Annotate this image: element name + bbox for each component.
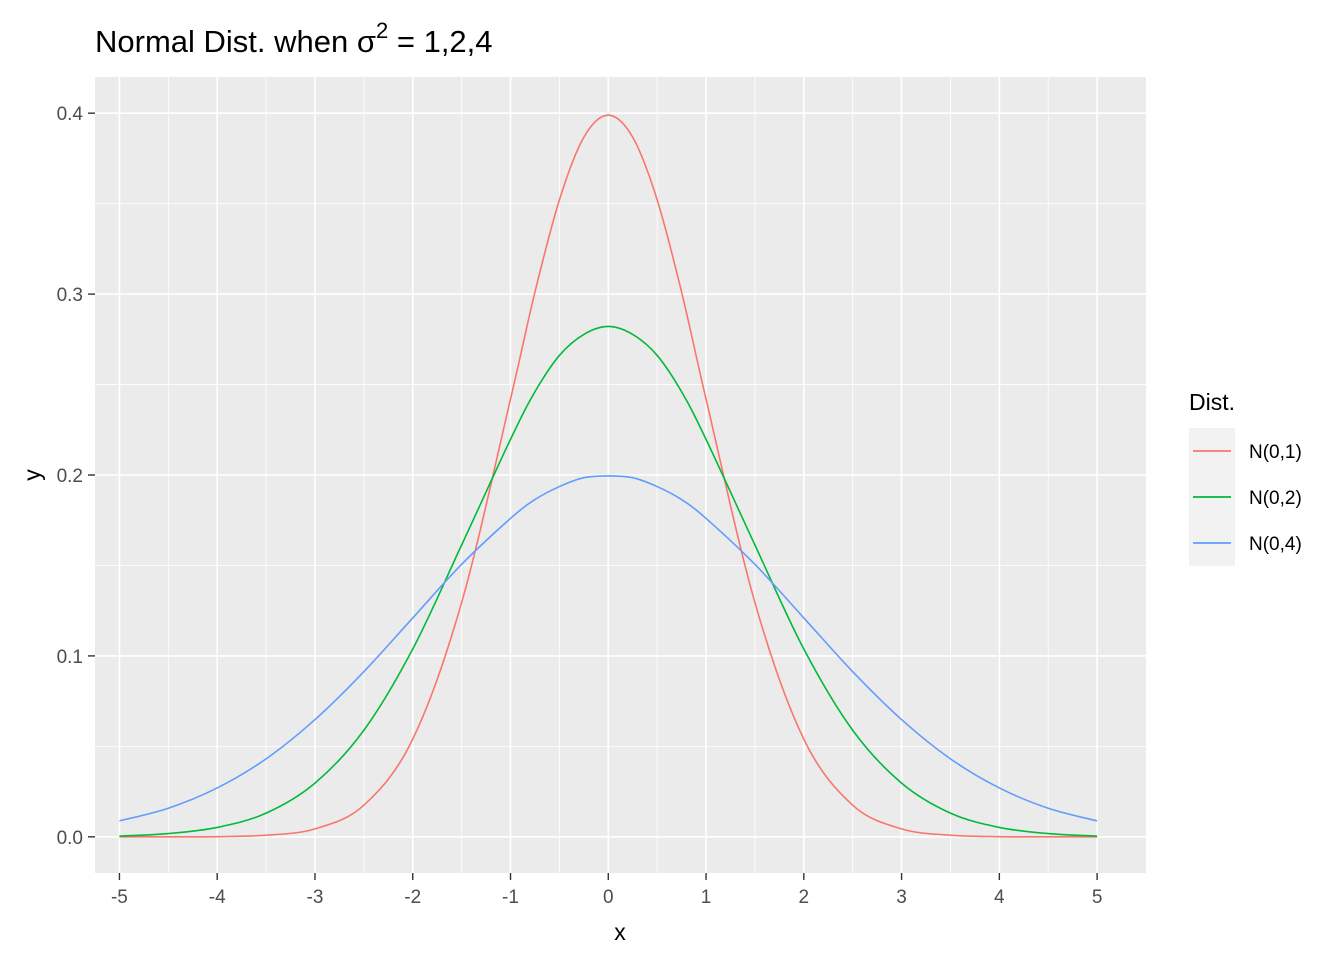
y-tick-label: 0.1	[57, 647, 83, 668]
y-axis-title: y	[19, 469, 45, 481]
legend: Dist. N(0,1) N(0,2) N(0,4)	[1189, 389, 1302, 566]
x-tick-label: -1	[502, 887, 519, 908]
x-tick-label: -5	[111, 887, 128, 908]
chart-title-symbol: σ	[357, 24, 376, 59]
x-tick-label: -3	[307, 887, 324, 908]
x-tick-label: -4	[209, 887, 226, 908]
series-line-1	[119, 114, 1098, 838]
chart-title-prefix: Normal Dist. when	[95, 24, 357, 59]
legend-label-2: N(0,2)	[1249, 488, 1302, 509]
x-tick-label: 2	[799, 887, 810, 908]
legend-items: N(0,1) N(0,2) N(0,4)	[1193, 442, 1302, 555]
series-line-3	[119, 475, 1098, 822]
legend-title: Dist.	[1189, 389, 1235, 415]
x-tick-label: 5	[1092, 887, 1103, 908]
x-tick-label: 1	[701, 887, 712, 908]
y-tick-label: 0.3	[57, 285, 83, 306]
legend-label-3: N(0,4)	[1249, 534, 1302, 555]
y-axis-ticks: 0.0 0.1 0.2 0.3 0.4	[57, 104, 95, 849]
x-tick-label: -2	[404, 887, 421, 908]
x-tick-label: 3	[896, 887, 907, 908]
series-lines	[119, 114, 1098, 838]
chart-title-suffix: = 1,2,4	[388, 24, 492, 59]
legend-label-1: N(0,1)	[1249, 442, 1302, 463]
x-axis-ticks: -5 -4 -3 -2 -1 0 1 2 3 4 5	[111, 873, 1102, 908]
chart-title-superscript: 2	[376, 18, 388, 43]
x-axis-title: x	[614, 919, 626, 945]
x-tick-label: 0	[603, 887, 614, 908]
y-tick-label: 0.2	[57, 466, 83, 487]
series-line-2	[119, 325, 1098, 837]
y-tick-label: 0.0	[57, 828, 83, 849]
chart-title: Normal Dist. when σ2 = 1,2,4	[95, 18, 493, 59]
x-tick-label: 4	[994, 887, 1005, 908]
y-tick-label: 0.4	[57, 104, 84, 125]
